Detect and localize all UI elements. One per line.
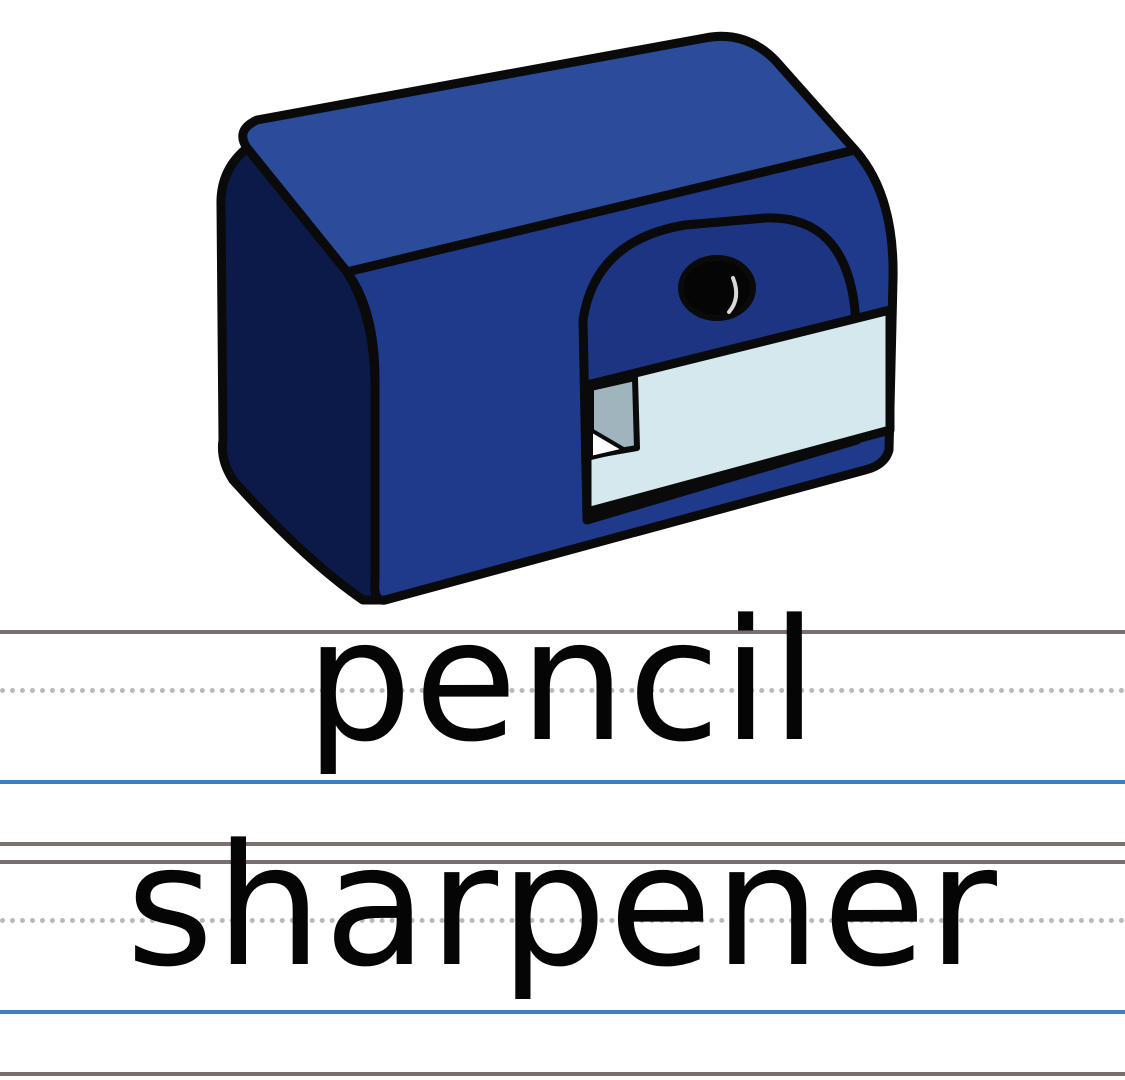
ruled-line-bottom	[0, 1072, 1125, 1076]
pencil-sharpener-illustration	[205, 20, 925, 620]
ruled-line-bottom	[0, 842, 1125, 846]
ruled-line-top	[0, 860, 1125, 864]
caption-word-pencil: pencil	[305, 583, 820, 779]
pencil-sharpener-icon	[216, 31, 898, 605]
sharpener-top-face	[238, 31, 860, 277]
caption-row-2: sharpener	[0, 822, 1125, 1080]
ruled-line-midline	[0, 688, 1125, 693]
ruled-line-midline	[0, 918, 1125, 923]
ruled-line-top	[0, 630, 1125, 634]
caption-row-1: pencil	[0, 597, 1125, 850]
ruled-line-baseline	[0, 1010, 1125, 1014]
caption-word-sharpener: sharpener	[126, 808, 999, 1004]
shavings-drawer	[582, 305, 895, 517]
pencil-hole	[678, 255, 756, 321]
ruled-line-baseline	[0, 780, 1125, 784]
